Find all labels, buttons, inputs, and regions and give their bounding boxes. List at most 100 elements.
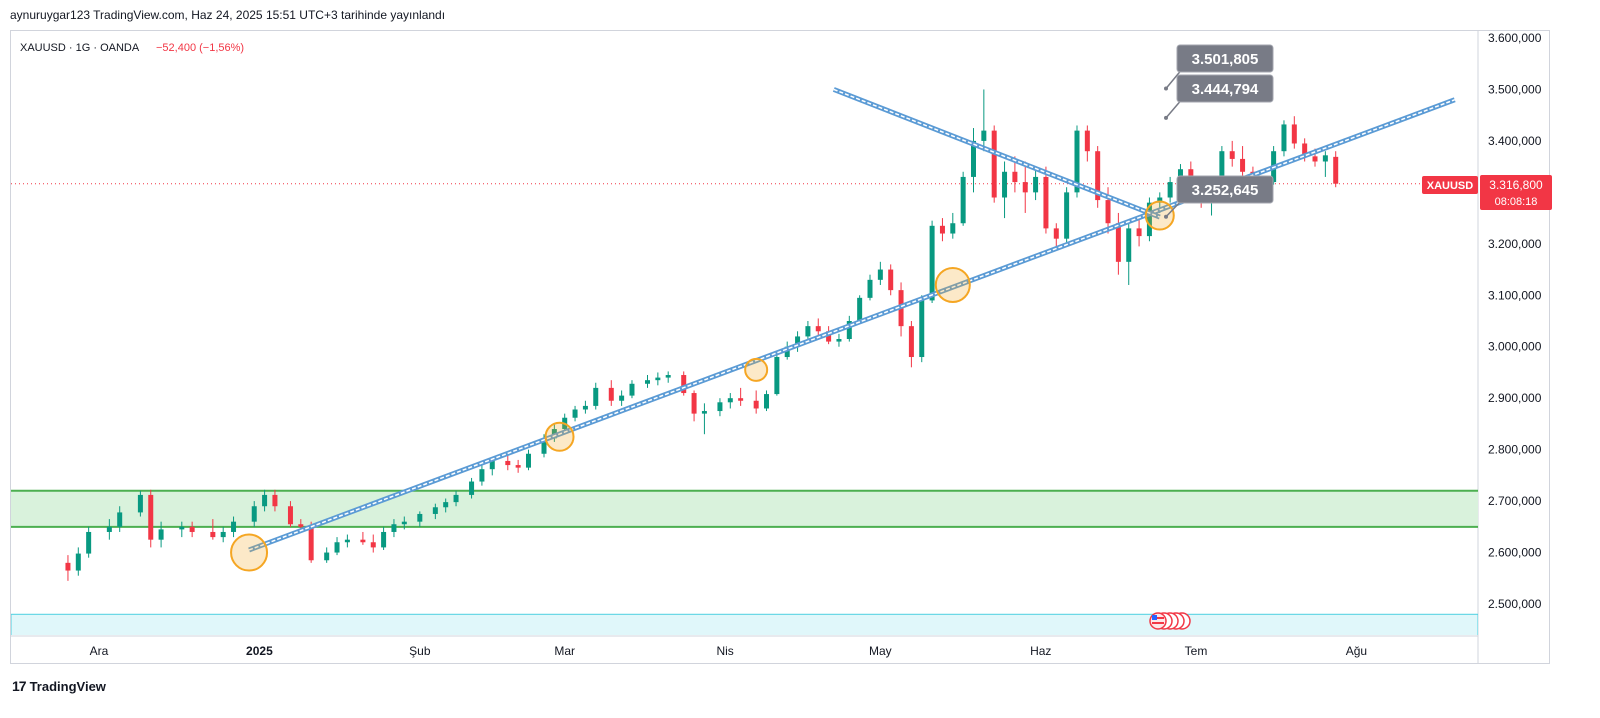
y-tick-label: 2.700,000 (1488, 494, 1542, 508)
trendline-rising-support-inner (248, 99, 1455, 551)
candle-down (308, 526, 314, 561)
candle-down (691, 393, 697, 414)
candle-down (1240, 158, 1246, 172)
callout-anchor (1164, 115, 1168, 120)
candle-up (764, 394, 770, 409)
candle-up (919, 300, 925, 358)
candle-up (846, 321, 852, 340)
candle-down (738, 398, 744, 401)
trendlines-layer[interactable] (248, 87, 1456, 553)
legend-change: −52,400 (−1,56%) (156, 42, 244, 54)
callouts-layer[interactable]: 3.501,805 3.444,794 3.252,645 (1164, 44, 1274, 219)
candle-down (1084, 130, 1090, 152)
candle-up (525, 453, 531, 468)
candle-down (272, 494, 278, 507)
y-tick-label: 2.800,000 (1488, 443, 1542, 457)
candle-down (189, 526, 195, 532)
candle-up (805, 326, 811, 337)
candle-down (505, 460, 511, 466)
candle-up (593, 387, 599, 406)
published-caption: aynuruygar123 TradingView.com, Haz 24, 2… (10, 8, 446, 22)
callout-box[interactable] (1176, 175, 1274, 204)
candle-up (137, 494, 143, 513)
candle-down (1115, 223, 1121, 262)
flag-stripe (1152, 622, 1164, 624)
candle-up (344, 539, 350, 543)
callout-box[interactable] (1176, 74, 1274, 103)
candle-down (815, 326, 821, 332)
candle-down (210, 531, 216, 538)
candle-up (324, 552, 330, 561)
candle-up (401, 521, 407, 525)
events-flags[interactable] (1149, 612, 1191, 630)
candle-up (795, 336, 801, 347)
candle-up (220, 531, 226, 538)
candle-up (231, 521, 237, 532)
y-tick-label: 2.500,000 (1488, 597, 1542, 611)
candle-up (655, 377, 661, 381)
chart-frame (10, 30, 1550, 664)
x-tick-label: Ara (90, 644, 109, 658)
callout-anchor (1164, 86, 1168, 91)
candle-down (1012, 171, 1018, 183)
candle-up (717, 402, 723, 412)
candle-up (1064, 192, 1070, 239)
y-tick-label: 3.500,000 (1488, 82, 1542, 96)
zones-layer (11, 489, 1478, 635)
candle-up (541, 438, 547, 454)
candle-up (479, 469, 485, 482)
candle-down (1333, 156, 1339, 184)
candle-up (453, 494, 459, 503)
support-zone (11, 490, 1478, 527)
candle-up (1146, 202, 1152, 237)
candle-up (179, 526, 185, 530)
candle-down (826, 331, 832, 342)
tradingview-brand: TradingView (29, 678, 106, 694)
highlight-circle (544, 421, 575, 452)
candle-up (970, 140, 976, 177)
highlight-circles-layer (230, 200, 1175, 572)
x-tick-label: Mar (554, 644, 575, 658)
candle-down (370, 542, 376, 548)
candle-down (1105, 200, 1111, 224)
candle-down (753, 400, 759, 409)
candle-up (727, 398, 733, 403)
candle-up (158, 529, 164, 540)
candle-up (86, 531, 92, 554)
x-tick-label: Tem (1185, 644, 1208, 658)
candle-down (148, 494, 154, 540)
callout-label: 3.444,794 (1192, 81, 1259, 98)
candle-up (950, 223, 956, 234)
x-tick-label: Şub (409, 644, 431, 658)
callout-box[interactable] (1176, 44, 1274, 73)
candle-up (443, 502, 449, 508)
y-tick-label: 3.400,000 (1488, 134, 1542, 148)
flag-stripe (1152, 617, 1164, 619)
callout-label: 3.501,805 (1192, 51, 1259, 68)
candle-up (572, 409, 578, 418)
callout-label: 3.252,645 (1192, 182, 1259, 199)
time-axis[interactable]: Ara 2025 Şub Mar Nis May Haz Tem Ağu (90, 644, 1367, 658)
candle-up (836, 339, 842, 342)
tradingview-footer[interactable]: 17 TradingView (12, 678, 106, 694)
candle-up (1074, 130, 1080, 193)
symbol-tag-label: XAUUSD (1427, 180, 1474, 192)
last-price-tag: XAUUSD 3.316,800 08:08:18 (1422, 175, 1552, 210)
candle-up (701, 411, 707, 414)
candle-up (1002, 171, 1008, 198)
x-tick-label: Ağu (1346, 644, 1367, 658)
tradingview-logo-icon: 17 (12, 678, 27, 694)
candle-down (1053, 228, 1059, 239)
candle-up (867, 279, 873, 298)
legend-symbol: XAUUSD · 1G · OANDA (20, 42, 140, 54)
price-axis[interactable]: 3.600,0003.500,0003.400,0003.300,0003.20… (1488, 31, 1542, 611)
candle-down (1043, 176, 1049, 229)
candle-up (489, 460, 495, 470)
x-tick-label: May (869, 644, 892, 658)
candle-up (619, 395, 625, 401)
candle-down (681, 375, 687, 394)
candle-down (360, 539, 366, 543)
candle-down (1291, 124, 1297, 144)
candle-down (1136, 228, 1142, 237)
